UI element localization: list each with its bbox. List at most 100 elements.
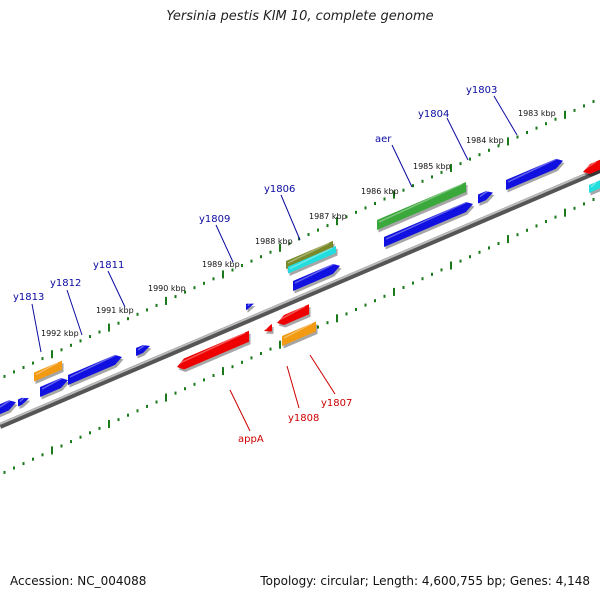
minor-tick bbox=[212, 277, 215, 281]
kbp-label-1983: 1983 kbp bbox=[518, 109, 556, 118]
minor-tick bbox=[355, 308, 357, 311]
gene-label-y1803[interactable]: y1803 bbox=[466, 85, 518, 136]
minor-tick bbox=[573, 206, 576, 210]
svg-text:aer: aer bbox=[375, 134, 392, 145]
major-tick bbox=[393, 287, 395, 296]
gene-block-blue-small[interactable] bbox=[18, 397, 29, 407]
gene-block-blue-y1804[interactable] bbox=[478, 191, 493, 204]
gene-label-y1807[interactable]: y1807 bbox=[309, 354, 352, 409]
kbp-label-1984: 1984 kbp bbox=[466, 136, 504, 145]
minor-tick bbox=[317, 228, 319, 232]
minor-tick bbox=[203, 281, 205, 285]
svg-text:y1803: y1803 bbox=[466, 85, 497, 96]
gene-block-blue-y1809[interactable] bbox=[246, 303, 254, 310]
minor-tick bbox=[469, 255, 471, 259]
minor-tick bbox=[592, 198, 595, 201]
gene-label-aer[interactable]: aer bbox=[375, 134, 413, 188]
gene-label-y1813[interactable]: y1813 bbox=[13, 292, 44, 353]
minor-tick bbox=[478, 250, 481, 254]
kbp-label-1986: 1986 kbp bbox=[361, 187, 399, 196]
gene-block-orange-y1807[interactable] bbox=[282, 321, 316, 347]
minor-tick bbox=[431, 175, 433, 179]
kbp-label-1987: 1987 kbp bbox=[309, 212, 347, 221]
minor-tick bbox=[421, 179, 424, 183]
minor-tick bbox=[117, 418, 120, 422]
minor-tick bbox=[431, 272, 433, 276]
gene-block-olive-y1806[interactable] bbox=[286, 240, 333, 269]
kbp-label-1988: 1988 kbp bbox=[255, 237, 293, 246]
gene-label-appA[interactable]: appA bbox=[229, 389, 264, 445]
gene-label-y1804[interactable]: y1804 bbox=[418, 109, 469, 161]
minor-tick bbox=[545, 122, 547, 126]
minor-tick bbox=[345, 215, 348, 219]
minor-tick bbox=[402, 286, 405, 289]
gene-block-red-small[interactable] bbox=[264, 324, 272, 332]
minor-tick bbox=[583, 104, 585, 108]
svg-text:y1808: y1808 bbox=[288, 413, 319, 424]
major-tick bbox=[279, 340, 281, 349]
gene-block-orange-y1813[interactable] bbox=[34, 360, 62, 382]
minor-tick bbox=[488, 246, 490, 250]
major-tick bbox=[450, 164, 452, 172]
gene-block-red-appA[interactable] bbox=[177, 330, 249, 370]
minor-tick bbox=[13, 466, 15, 470]
minor-tick bbox=[22, 462, 25, 466]
gene-block-blue-2[interactable] bbox=[68, 354, 122, 385]
major-tick bbox=[51, 446, 53, 455]
gene-label-y1806[interactable]: y1806 bbox=[264, 184, 301, 241]
upper-tick-track bbox=[3, 100, 595, 378]
minor-tick bbox=[592, 100, 595, 103]
minor-tick bbox=[469, 157, 471, 161]
gene-block-green-aer[interactable] bbox=[377, 182, 466, 230]
lower-tick-track bbox=[3, 198, 595, 474]
gene-block-red-edge[interactable] bbox=[583, 159, 600, 174]
minor-tick bbox=[355, 210, 357, 214]
minor-tick bbox=[193, 286, 196, 290]
minor-tick bbox=[127, 317, 129, 321]
svg-text:y1811: y1811 bbox=[93, 260, 124, 271]
minor-tick bbox=[260, 352, 262, 355]
gene-label-y1809[interactable]: y1809 bbox=[199, 214, 234, 263]
minor-tick bbox=[174, 391, 177, 395]
gene-block-blue-3[interactable] bbox=[136, 345, 150, 356]
gene-block-red-y1808[interactable] bbox=[277, 304, 309, 325]
major-tick bbox=[108, 420, 110, 428]
minor-tick bbox=[89, 431, 91, 435]
minor-tick bbox=[440, 268, 443, 272]
accession-label: Accession: NC_004088 bbox=[10, 574, 147, 588]
minor-tick bbox=[526, 131, 528, 134]
gene-label-y1811[interactable]: y1811 bbox=[93, 260, 126, 308]
minor-tick bbox=[317, 325, 319, 329]
genome-backbone bbox=[0, 167, 600, 429]
minor-tick bbox=[535, 126, 538, 130]
svg-text:y1806: y1806 bbox=[264, 184, 295, 195]
gene-block-cyan-edge[interactable] bbox=[589, 180, 600, 193]
minor-tick bbox=[516, 135, 519, 139]
gene-label-y1808[interactable]: y1808 bbox=[286, 365, 319, 424]
major-tick bbox=[108, 323, 110, 332]
gene-block-cyan-y1806[interactable] bbox=[288, 246, 336, 274]
minor-tick bbox=[383, 197, 386, 201]
minor-tick bbox=[79, 339, 82, 343]
minor-tick bbox=[326, 224, 329, 228]
major-tick bbox=[165, 393, 167, 402]
kbp-label-1990: 1990 kbp bbox=[148, 284, 186, 293]
minor-tick bbox=[3, 374, 6, 378]
gene-label-y1812[interactable]: y1812 bbox=[50, 278, 83, 336]
minor-tick bbox=[146, 404, 148, 408]
minor-tick bbox=[231, 268, 234, 272]
major-tick bbox=[564, 110, 566, 119]
major-tick bbox=[222, 270, 224, 279]
minor-tick bbox=[554, 117, 557, 121]
gene-block-blue-1[interactable] bbox=[40, 378, 68, 397]
minor-tick bbox=[22, 366, 25, 369]
gene-block-blue-aer[interactable] bbox=[384, 202, 473, 247]
kbp-label-1992: 1992 kbp bbox=[41, 329, 79, 338]
gene-block-blue-y1806[interactable] bbox=[293, 263, 340, 291]
gene-block-blue-left[interactable] bbox=[0, 400, 16, 415]
minor-tick bbox=[155, 303, 158, 307]
minor-tick bbox=[98, 426, 101, 430]
gene-block-blue-y1803[interactable] bbox=[506, 158, 563, 190]
minor-tick bbox=[193, 382, 196, 386]
